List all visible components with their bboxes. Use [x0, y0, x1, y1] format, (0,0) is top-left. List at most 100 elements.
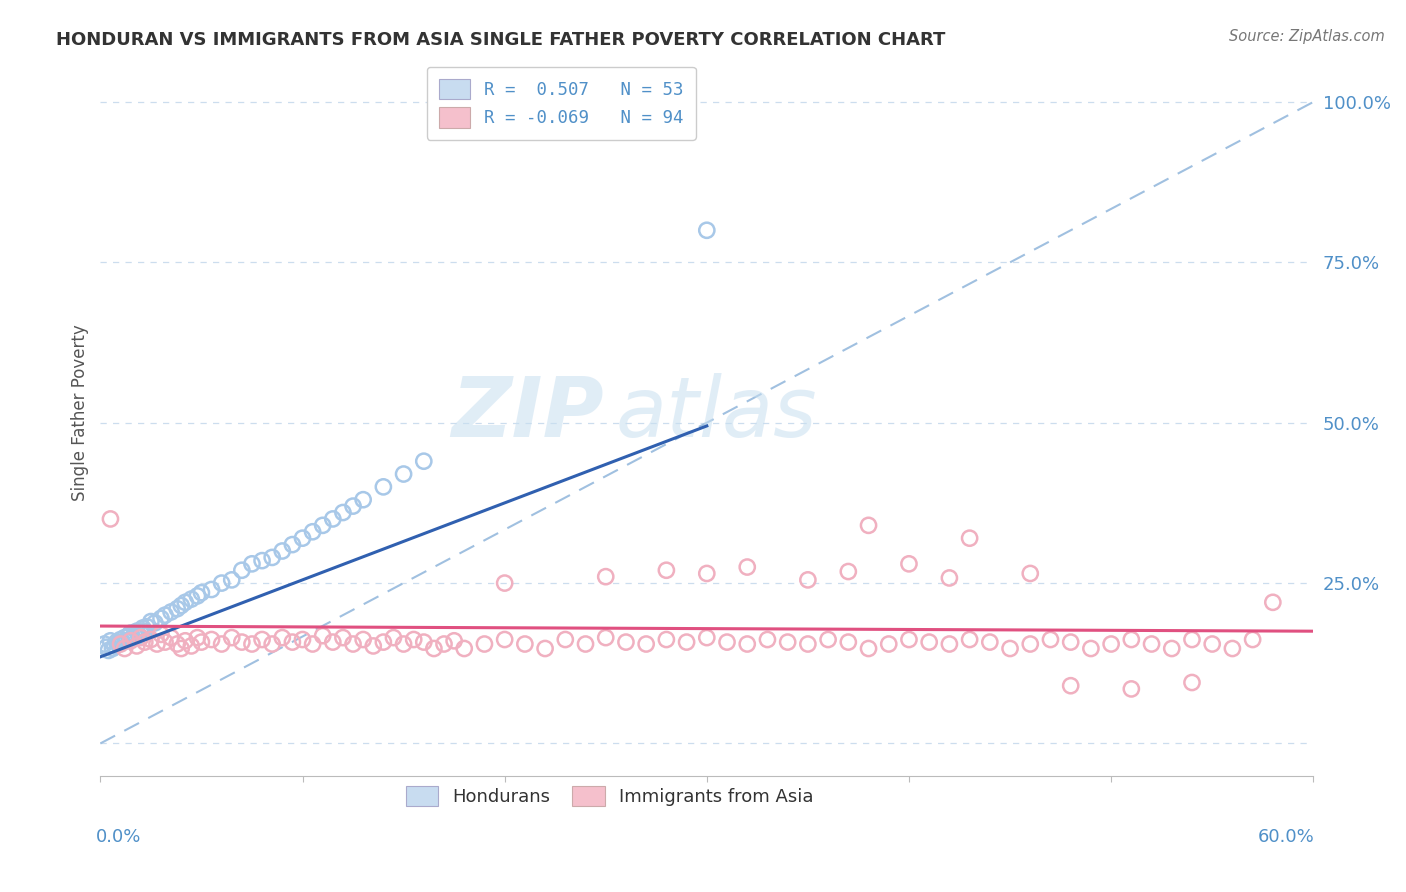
Point — [412, 454, 434, 468]
Point — [166, 637, 188, 651]
Point — [332, 506, 354, 520]
Point — [1241, 632, 1264, 647]
Point — [100, 512, 122, 526]
Point — [135, 620, 157, 634]
Point — [938, 637, 960, 651]
Text: 60.0%: 60.0% — [1258, 828, 1315, 846]
Point — [121, 631, 143, 645]
Point — [301, 524, 323, 539]
Point — [342, 499, 364, 513]
Point — [998, 641, 1021, 656]
Point — [312, 629, 335, 643]
Point — [110, 632, 132, 647]
Point — [675, 635, 697, 649]
Point — [111, 635, 134, 649]
Point — [655, 563, 678, 577]
Point — [124, 627, 146, 641]
Text: atlas: atlas — [616, 373, 817, 454]
Point — [118, 629, 141, 643]
Y-axis label: Single Father Poverty: Single Father Poverty — [72, 325, 89, 501]
Point — [160, 631, 183, 645]
Point — [1121, 681, 1143, 696]
Point — [1019, 637, 1042, 651]
Point — [1140, 637, 1163, 651]
Point — [153, 608, 176, 623]
Point — [1060, 679, 1083, 693]
Point — [160, 605, 183, 619]
Point — [342, 637, 364, 651]
Point — [655, 632, 678, 647]
Point — [858, 641, 880, 656]
Point — [114, 631, 136, 645]
Point — [423, 641, 446, 656]
Point — [190, 635, 212, 649]
Point — [595, 631, 617, 645]
Point — [100, 633, 122, 648]
Point — [574, 637, 596, 651]
Point — [114, 641, 136, 656]
Point — [132, 621, 155, 635]
Point — [797, 637, 820, 651]
Point — [190, 585, 212, 599]
Point — [174, 595, 197, 609]
Point — [262, 550, 284, 565]
Point — [139, 615, 162, 629]
Point — [125, 624, 148, 639]
Point — [107, 637, 129, 651]
Point — [534, 641, 557, 656]
Point — [361, 639, 384, 653]
Point — [412, 635, 434, 649]
Point — [716, 635, 738, 649]
Point — [120, 626, 142, 640]
Point — [837, 635, 859, 649]
Point — [281, 538, 304, 552]
Point — [186, 589, 208, 603]
Point — [110, 637, 132, 651]
Point — [352, 632, 374, 647]
Point — [143, 615, 166, 630]
Legend: Hondurans, Immigrants from Asia: Hondurans, Immigrants from Asia — [395, 774, 825, 817]
Point — [877, 637, 900, 651]
Text: Source: ZipAtlas.com: Source: ZipAtlas.com — [1229, 29, 1385, 44]
Point — [186, 631, 208, 645]
Point — [240, 557, 263, 571]
Point — [1181, 675, 1204, 690]
Point — [776, 635, 799, 649]
Point — [211, 576, 233, 591]
Point — [373, 635, 395, 649]
Point — [134, 635, 156, 649]
Point — [1060, 635, 1083, 649]
Point — [170, 599, 193, 613]
Point — [322, 635, 344, 649]
Point — [938, 571, 960, 585]
Point — [93, 637, 115, 651]
Point — [291, 632, 314, 647]
Point — [1039, 632, 1062, 647]
Point — [735, 637, 758, 651]
Point — [153, 635, 176, 649]
Point — [150, 611, 173, 625]
Point — [696, 566, 718, 581]
Point — [402, 632, 425, 647]
Point — [1080, 641, 1102, 656]
Point — [146, 637, 169, 651]
Point — [301, 637, 323, 651]
Point — [443, 633, 465, 648]
Point — [797, 573, 820, 587]
Point — [756, 632, 779, 647]
Point — [494, 632, 516, 647]
Point — [858, 518, 880, 533]
Point — [1222, 641, 1244, 656]
Point — [554, 632, 576, 647]
Point — [614, 635, 637, 649]
Point — [979, 635, 1001, 649]
Point — [150, 627, 173, 641]
Point — [918, 635, 941, 649]
Text: ZIP: ZIP — [451, 373, 603, 454]
Point — [1261, 595, 1284, 609]
Point — [271, 631, 294, 645]
Point — [352, 492, 374, 507]
Point — [696, 223, 718, 237]
Text: HONDURAN VS IMMIGRANTS FROM ASIA SINGLE FATHER POVERTY CORRELATION CHART: HONDURAN VS IMMIGRANTS FROM ASIA SINGLE … — [56, 31, 946, 49]
Point — [959, 531, 981, 545]
